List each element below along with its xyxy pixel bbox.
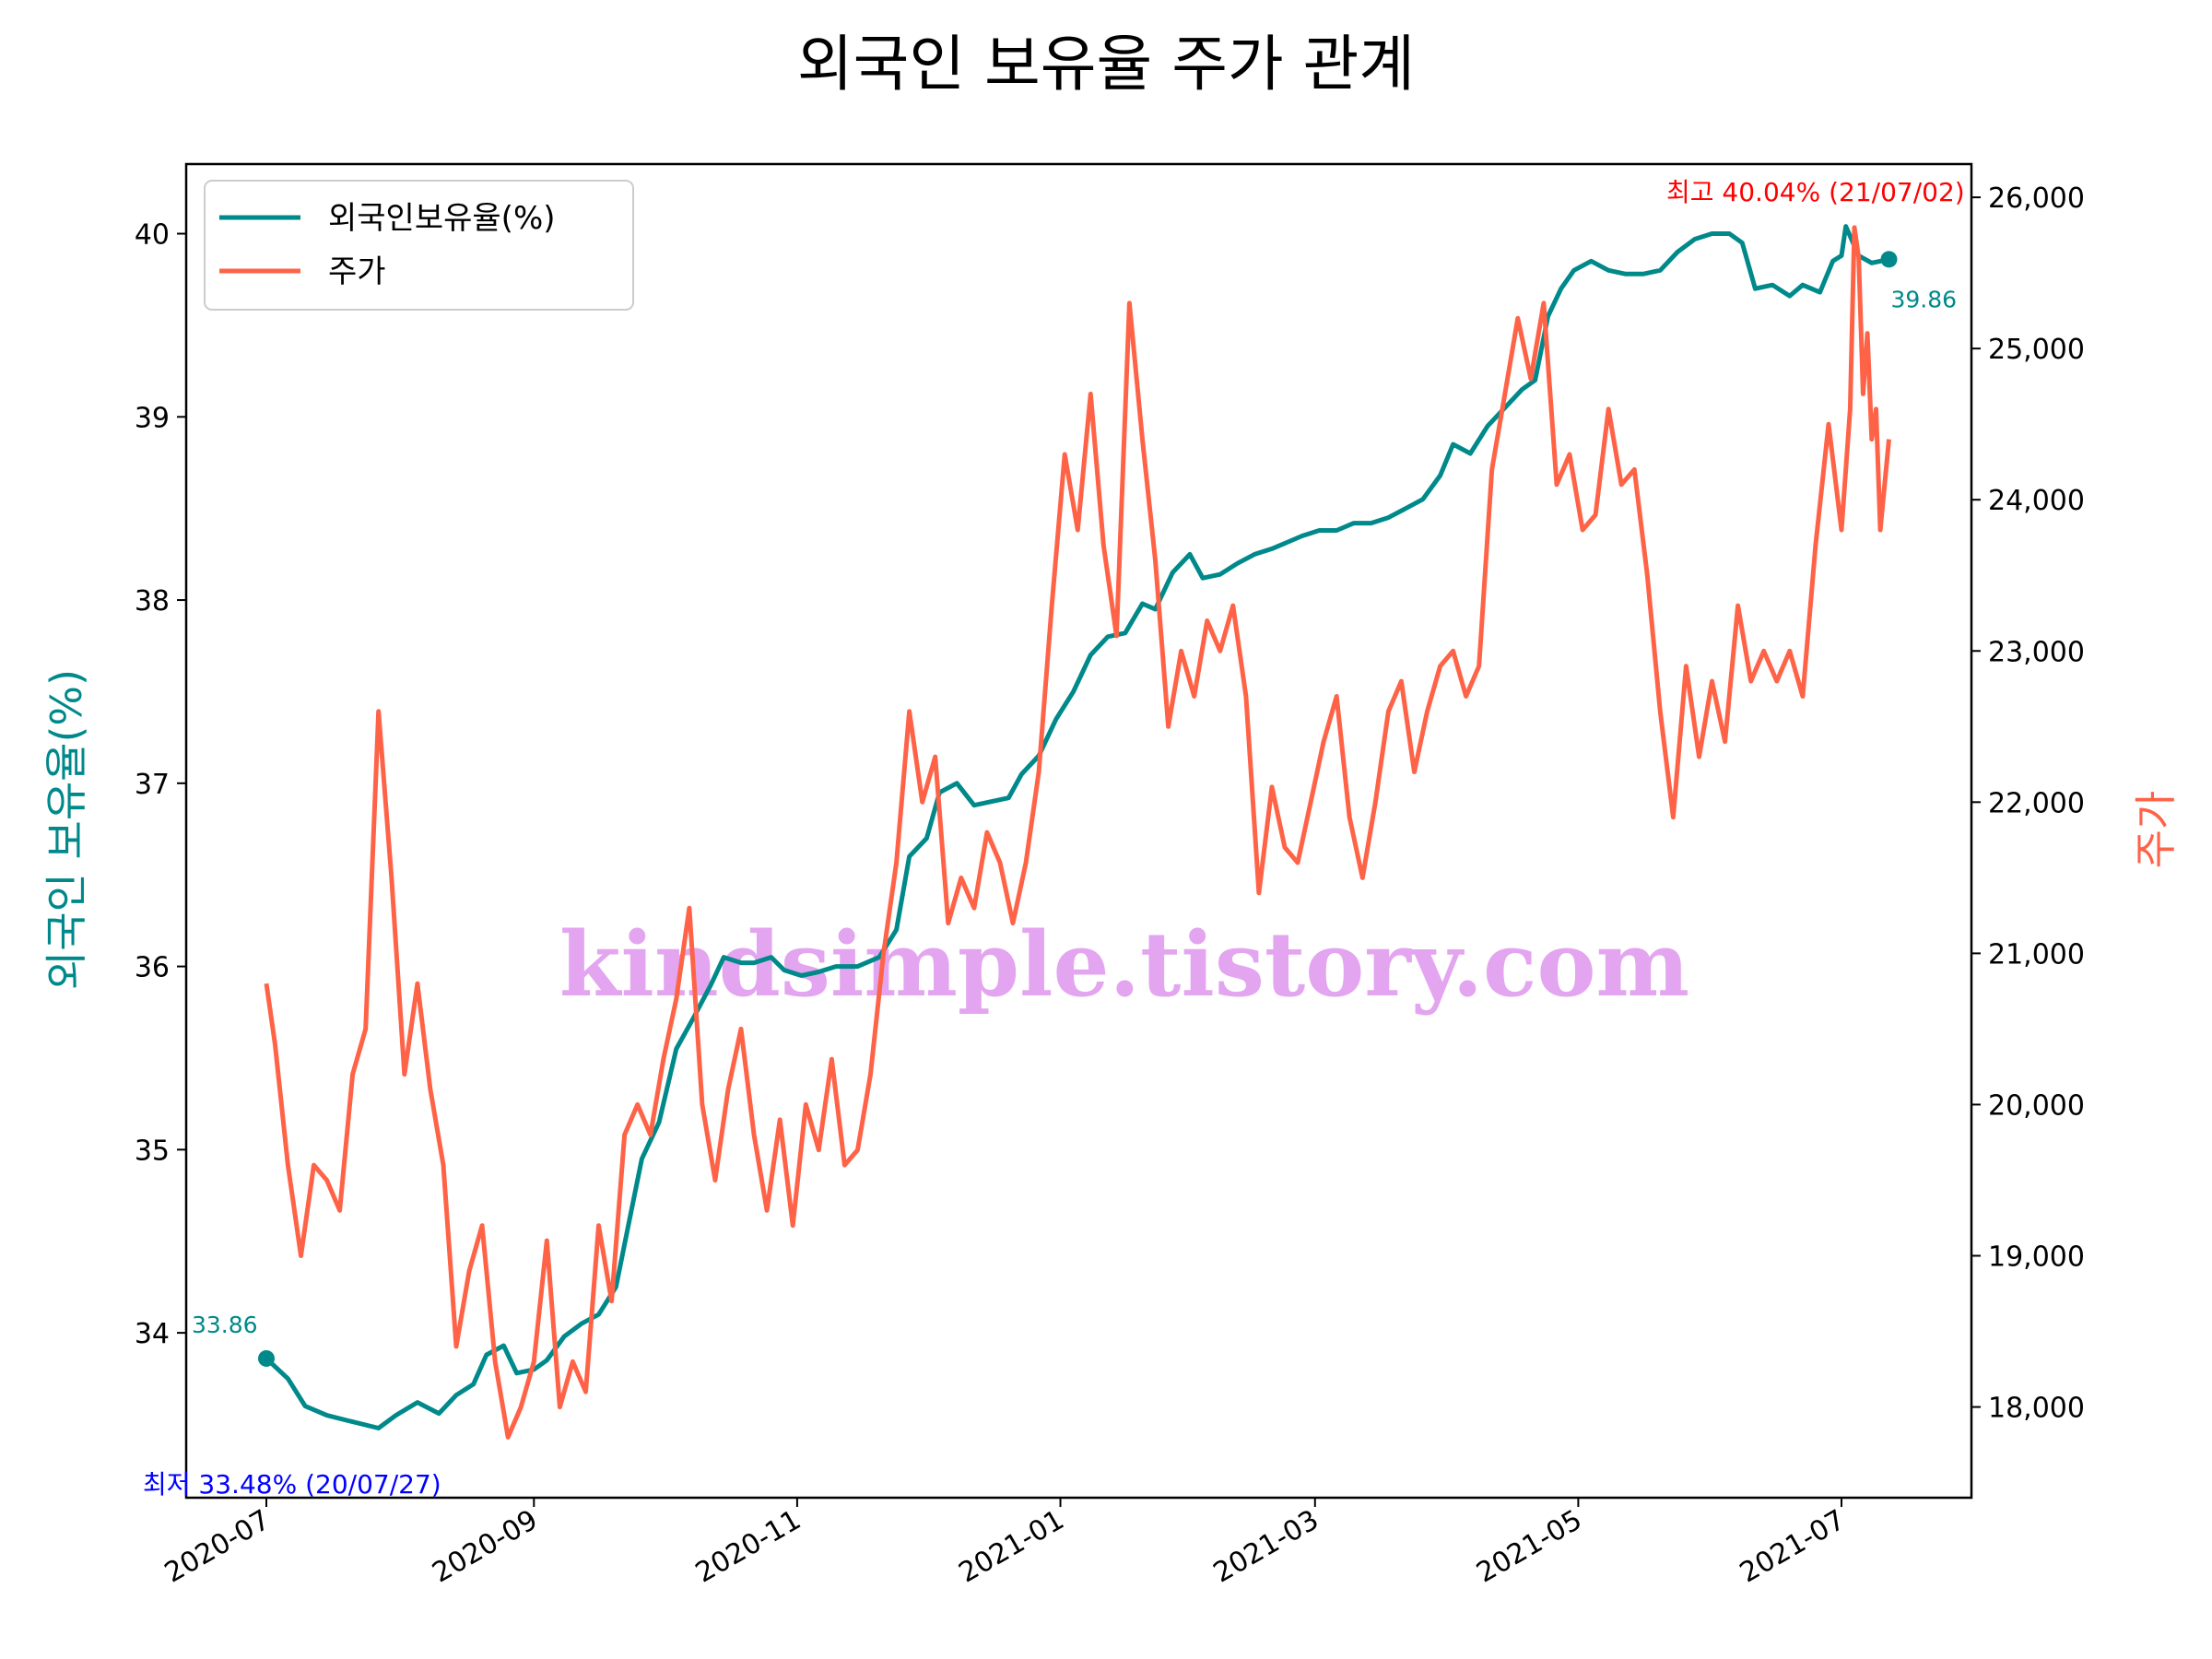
right-tick-label: 19,000 xyxy=(1988,1241,2085,1274)
left-tick-label: 36 xyxy=(135,952,170,984)
right-tick-label: 26,000 xyxy=(1988,182,2085,215)
x-axis: 2020-07 2020-09 2020-11 2021-01 2021-03 2021-… xyxy=(159,1498,1851,1590)
right-tick-label: 21,000 xyxy=(1988,938,2085,971)
plot-area xyxy=(184,162,1973,1500)
x-tick-label: 2020-07 xyxy=(159,1504,276,1590)
right-tick-label: 22,000 xyxy=(1988,787,2085,819)
max-annotation: 최고 40.04% (21/07/02) xyxy=(1666,177,1965,207)
y-axis-label-right: 주가 xyxy=(2131,791,2181,869)
end-point-marker xyxy=(1880,251,1898,268)
min-annotation: 최저 33.48% (20/07/27) xyxy=(143,1469,441,1500)
left-axis: 34 35 36 37 38 39 40 xyxy=(135,219,186,1350)
left-tick-label: 34 xyxy=(135,1318,170,1350)
left-tick-label: 38 xyxy=(135,585,170,618)
y-axis-label-left: 외국인 보유율(%) xyxy=(41,669,91,990)
legend-label-price: 주가 xyxy=(328,253,386,290)
legend-box xyxy=(204,180,634,311)
watermark: kindsimple.tistory.com xyxy=(559,912,1689,1017)
start-point-marker xyxy=(258,1349,275,1367)
legend-label-holding: 외국인보유율(%) xyxy=(328,200,556,237)
left-tick-label: 37 xyxy=(135,769,170,801)
left-tick-label: 35 xyxy=(135,1135,170,1167)
x-tick-label: 2021-03 xyxy=(1208,1504,1324,1590)
x-tick-label: 2021-07 xyxy=(1735,1504,1851,1590)
left-tick-label: 39 xyxy=(135,402,170,434)
right-tick-label: 25,000 xyxy=(1988,334,2085,366)
right-axis: 18,000 19,000 20,000 21,000 22,000 23,000 24,0… xyxy=(1971,182,2085,1425)
left-tick-label: 40 xyxy=(135,219,170,252)
chart-title: 외국인 보유율 주가 관계 xyxy=(797,29,1415,100)
right-tick-label: 18,000 xyxy=(1988,1393,2085,1425)
x-tick-label: 2020-09 xyxy=(427,1504,543,1590)
right-tick-label: 24,000 xyxy=(1988,485,2085,517)
legend: 외국인보유율(%) 주가 xyxy=(204,180,634,311)
right-tick-label: 23,000 xyxy=(1988,636,2085,668)
x-tick-label: 2020-11 xyxy=(690,1504,806,1590)
series-line-price xyxy=(264,225,1891,1440)
right-tick-label: 20,000 xyxy=(1988,1089,2085,1122)
start-value-label: 33.86 xyxy=(192,1312,258,1338)
x-tick-label: 2021-01 xyxy=(953,1504,1069,1590)
x-tick-label: 2021-05 xyxy=(1471,1504,1587,1590)
end-value-label: 39.86 xyxy=(1891,286,1958,312)
